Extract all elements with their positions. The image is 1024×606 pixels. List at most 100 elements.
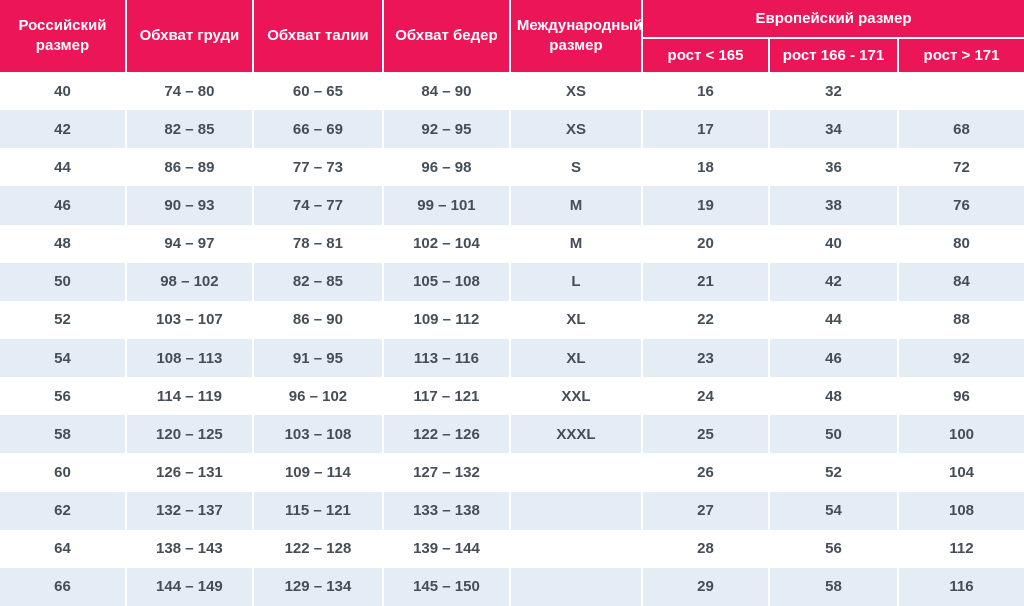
table-cell: 96 – 102 xyxy=(252,377,384,416)
table-cell: 98 – 102 xyxy=(125,262,254,301)
column-header-russian-size: Российский размер xyxy=(0,0,126,72)
table-cell: 58 xyxy=(0,415,127,454)
table-cell: 74 – 77 xyxy=(252,186,384,225)
table-cell: 99 – 101 xyxy=(382,186,511,225)
table-row: 52 103 – 107 86 – 90 109 – 112 XL 22 44 88 xyxy=(0,300,1024,339)
table-row: 46 90 – 93 74 – 77 99 – 101 M 19 38 76 xyxy=(0,186,1024,225)
header-row-top: Российский размер Обхват груди Обхват та… xyxy=(0,0,1024,72)
table-cell: 54 xyxy=(768,491,900,530)
table-cell: 92 – 95 xyxy=(382,110,511,149)
table-cell: 62 xyxy=(0,491,127,530)
table-cell xyxy=(898,72,1024,110)
table-cell: 86 – 90 xyxy=(252,300,384,339)
table-cell: 138 – 143 xyxy=(125,529,254,568)
table-cell: 20 xyxy=(642,224,770,263)
table-cell: 52 xyxy=(0,300,127,339)
table-cell: 82 – 85 xyxy=(125,110,254,149)
table-row: 60 126 – 131 109 – 114 127 – 132 26 52 104 xyxy=(0,453,1024,492)
table-cell: 91 – 95 xyxy=(252,338,384,378)
table-cell: XS xyxy=(509,110,644,149)
table-row: 44 86 – 89 77 – 73 96 – 98 S 18 36 72 xyxy=(0,148,1024,187)
table-cell: 32 xyxy=(768,72,900,111)
table-cell: 25 xyxy=(642,415,770,454)
table-cell: 60 – 65 xyxy=(252,72,384,111)
table-cell: 18 xyxy=(642,148,770,187)
table-cell: 139 – 144 xyxy=(382,529,511,568)
table-cell: 50 xyxy=(0,262,127,301)
table-cell: 40 xyxy=(0,72,127,111)
table-cell xyxy=(509,567,644,606)
table-cell: 21 xyxy=(642,262,770,301)
table-cell: M xyxy=(509,224,644,263)
table-cell: 84 xyxy=(953,273,970,291)
table-cell: 114 – 119 xyxy=(125,377,254,416)
table-row: 50 98 – 102 82 – 85 105 – 108 L 21 42 84 xyxy=(0,262,1024,301)
table-cell: M xyxy=(509,186,644,225)
column-header-international-size: Международный размер xyxy=(508,0,642,72)
table-cell: 94 – 97 xyxy=(125,224,254,263)
table-cell: 122 – 128 xyxy=(252,529,384,568)
table-cell: XXXL xyxy=(509,415,644,454)
table-cell: 38 xyxy=(768,186,900,225)
table-cell: 122 – 126 xyxy=(382,415,511,454)
table-cell: 29 xyxy=(642,567,770,606)
table-row: 64 138 – 143 122 – 128 139 – 144 28 56 112 xyxy=(0,529,1024,568)
table-cell: 74 – 80 xyxy=(125,72,254,111)
table-cell: 46 xyxy=(768,338,900,378)
table-cell: 80 xyxy=(953,235,970,253)
table-cell: 23 xyxy=(642,338,770,378)
table-header: Российский размер Обхват груди Обхват та… xyxy=(0,0,1024,72)
table-cell: 96 – 98 xyxy=(382,148,511,187)
table-cell: 120 – 125 xyxy=(125,415,254,454)
column-header-waist: Обхват талии xyxy=(251,0,383,72)
table-cell: 27 xyxy=(642,491,770,530)
header-row-sub: рост < 165 рост 166 - 171 рост > 171 xyxy=(0,38,1024,72)
table-cell: 36 xyxy=(768,148,900,187)
table-cell: 96 xyxy=(953,387,970,405)
table-cell: 56 xyxy=(0,377,127,416)
table-cell: 116 xyxy=(949,578,974,596)
table-cell: 133 – 138 xyxy=(382,491,511,530)
table-cell: 48 xyxy=(768,377,900,416)
table-row: 56 114 – 119 96 – 102 117 – 121 XXL 24 48 96 xyxy=(0,377,1024,416)
table-cell: 102 – 104 xyxy=(382,224,511,263)
table-cell: 77 – 73 xyxy=(252,148,384,187)
table-cell: 68 xyxy=(953,120,970,138)
table-cell: 109 – 114 xyxy=(252,453,384,492)
column-header-height-lt-165: рост < 165 xyxy=(641,38,769,72)
table-cell: 17 xyxy=(642,110,770,149)
table-cell: XXL xyxy=(509,377,644,416)
table-cell: 132 – 137 xyxy=(125,491,254,530)
table-cell: 78 – 81 xyxy=(252,224,384,263)
table-body: 40 74 – 80 60 – 65 84 – 90 XS 16 32 42 82 – 85 66… xyxy=(0,72,1024,606)
table-cell: 66 – 69 xyxy=(252,110,384,149)
table-cell: 60 xyxy=(0,453,127,492)
table-cell: 19 xyxy=(642,186,770,225)
table-cell: 34 xyxy=(768,110,900,149)
column-header-height-166-171: рост 166 - 171 xyxy=(767,38,898,72)
table-cell: 115 – 121 xyxy=(252,491,384,530)
table-cell: 50 xyxy=(768,415,900,454)
table-cell: S xyxy=(509,148,644,187)
table-cell: 44 xyxy=(0,148,127,187)
table-cell: 40 xyxy=(768,224,900,263)
table-cell: 46 xyxy=(0,186,127,225)
table-cell: 117 – 121 xyxy=(382,377,511,416)
table-cell: XL xyxy=(509,338,644,378)
table-row: 40 74 – 80 60 – 65 84 – 90 XS 16 32 xyxy=(0,72,1024,111)
table-cell: 42 xyxy=(768,262,900,301)
table-cell xyxy=(509,491,644,530)
table-cell: 129 – 134 xyxy=(252,567,384,606)
table-cell: 42 xyxy=(0,110,127,149)
table-cell: 56 xyxy=(768,529,900,568)
table-cell: 103 – 108 xyxy=(252,415,384,454)
table-cell: 66 xyxy=(0,567,127,606)
table-cell: 113 – 116 xyxy=(382,338,511,378)
table-cell: 52 xyxy=(768,453,900,492)
table-cell: 126 – 131 xyxy=(125,453,254,492)
column-header-height-gt-171: рост > 171 xyxy=(897,38,1024,72)
table-cell xyxy=(509,453,644,492)
table-cell: 22 xyxy=(642,300,770,339)
table-cell: 44 xyxy=(768,300,900,339)
